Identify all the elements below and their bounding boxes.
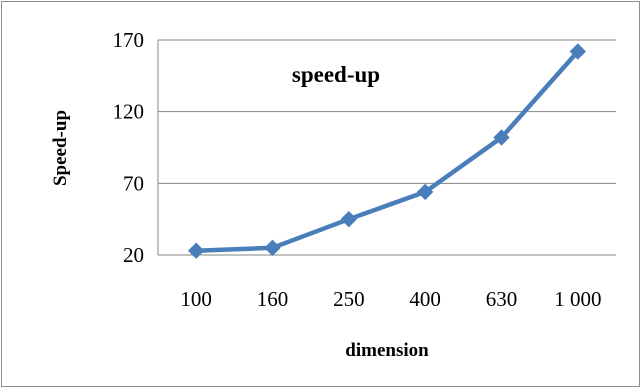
data-point-marker — [340, 210, 358, 228]
x-tick-label: 630 — [486, 287, 518, 311]
x-tick-label: 400 — [409, 287, 441, 311]
x-axis-label: dimension — [345, 340, 429, 361]
chart-title: speed-up — [292, 62, 380, 87]
gridlines — [158, 39, 616, 256]
markers — [187, 43, 587, 259]
series-line — [193, 49, 581, 253]
series-line-layer — [193, 49, 581, 253]
data-point-marker — [569, 43, 587, 60]
x-tick-label: 160 — [257, 287, 289, 311]
y-axis-label: Speed-up — [50, 110, 71, 186]
data-point-marker — [493, 129, 510, 146]
axes: 20 70 120 170 100 160 250 400 630 1 000 — [113, 28, 602, 311]
data-point-marker — [264, 239, 281, 257]
data-point-marker — [416, 183, 434, 201]
y-tick-label: 20 — [123, 243, 144, 267]
data-point-marker — [187, 242, 205, 259]
y-tick-label: 70 — [123, 171, 144, 195]
y-tick-label: 170 — [113, 28, 145, 52]
x-tick-label: 1 000 — [554, 287, 601, 311]
x-tick-label: 250 — [333, 287, 365, 311]
y-tick-label: 120 — [113, 100, 145, 124]
x-tick-label: 100 — [180, 287, 212, 311]
